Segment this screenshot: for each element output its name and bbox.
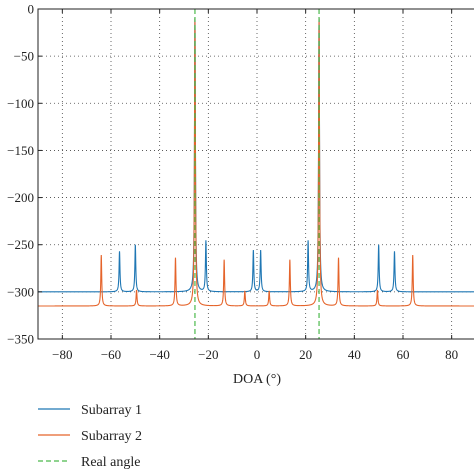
legend: Subarray 1 Subarray 2 Real angle — [38, 403, 142, 470]
x-axis-label: DOA (°) — [233, 372, 281, 387]
y-tick-label: 0 — [28, 2, 35, 17]
y-tick-label: −100 — [7, 96, 34, 111]
series-line-2 — [38, 18, 474, 307]
legend-label: Real angle — [81, 455, 140, 470]
x-tick-label: −80 — [52, 347, 72, 362]
x-tick-label: 80 — [445, 347, 458, 362]
y-tick-label: −50 — [14, 49, 34, 64]
y-tick-label: −300 — [7, 284, 34, 299]
series-line-1 — [38, 18, 474, 293]
legend-label: Subarray 1 — [81, 403, 142, 418]
y-tick-label: −250 — [7, 237, 34, 252]
series-lines — [38, 9, 474, 339]
axis-ticks: −80 −60 −40 −20 0 20 40 60 800−50−100−150−200−25… — [7, 2, 458, 363]
x-tick-label: 40 — [348, 347, 361, 362]
x-tick-label: −20 — [198, 347, 218, 362]
y-tick-label: −150 — [7, 143, 34, 158]
y-tick-label: −200 — [7, 190, 34, 205]
y-tick-label: −350 — [7, 332, 34, 347]
x-tick-label: 20 — [299, 347, 312, 362]
x-tick-label: −60 — [101, 347, 121, 362]
x-tick-label: −40 — [149, 347, 169, 362]
x-tick-label: 60 — [397, 347, 410, 362]
x-tick-label: 0 — [254, 347, 261, 362]
legend-label: Subarray 2 — [81, 429, 142, 444]
